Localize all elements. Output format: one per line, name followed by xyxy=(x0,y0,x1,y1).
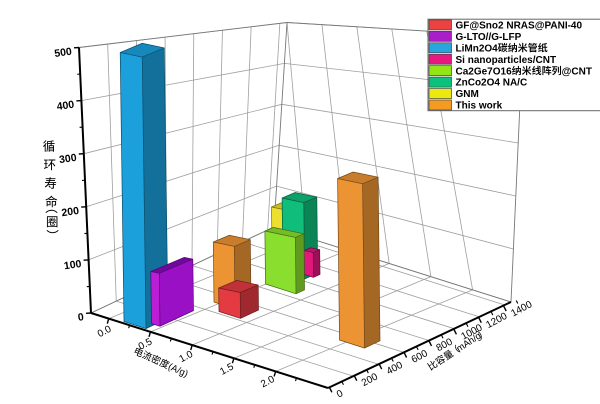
svg-text:0: 0 xyxy=(335,388,345,401)
svg-text:Si nanoparticles/CNT: Si nanoparticles/CNT xyxy=(456,55,557,66)
svg-text:Ca2Ge7O16: Ca2Ge7O16 xyxy=(456,66,513,77)
svg-text:100: 100 xyxy=(63,258,82,272)
svg-text:GNM: GNM xyxy=(456,89,479,100)
svg-text:500: 500 xyxy=(54,46,73,60)
svg-text:0: 0 xyxy=(77,311,85,324)
svg-text:400: 400 xyxy=(56,99,75,113)
svg-text:G-LTO//G-LFP: G-LTO//G-LFP xyxy=(456,32,522,43)
svg-text:@CNT: @CNT xyxy=(562,66,592,77)
svg-text:200: 200 xyxy=(61,205,80,219)
svg-text:LiMn2O4: LiMn2O4 xyxy=(456,43,499,54)
svg-text:This work: This work xyxy=(456,101,503,112)
svg-text:GF@Sno2 NRAS@PANI-40: GF@Sno2 NRAS@PANI-40 xyxy=(456,21,583,32)
svg-text:ZnCo2O4 NA/C: ZnCo2O4 NA/C xyxy=(456,78,528,89)
svg-text:300: 300 xyxy=(58,152,77,166)
